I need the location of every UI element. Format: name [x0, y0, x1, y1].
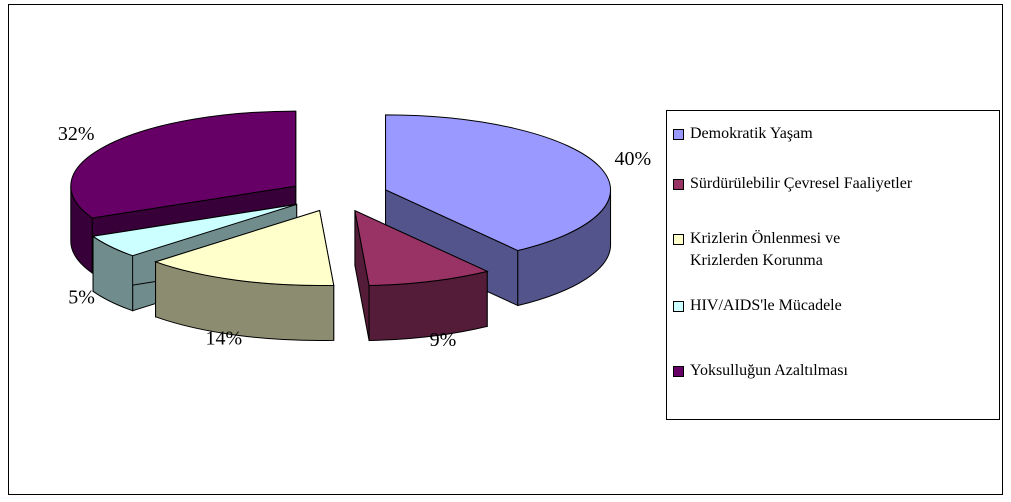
legend-swatch	[673, 366, 684, 377]
data-label: 14%	[206, 328, 243, 350]
slice	[354, 209, 489, 342]
data-label: 5%	[68, 287, 95, 309]
data-label: 9%	[430, 329, 457, 351]
slice-top	[70, 110, 297, 219]
slice-top	[354, 209, 489, 287]
data-label: 32%	[58, 123, 95, 145]
legend-swatch	[673, 179, 684, 190]
slice-top	[91, 203, 297, 257]
legend-label: Demokratik Yaşam	[690, 125, 813, 142]
data-label: 40%	[614, 148, 651, 170]
chart-frame	[8, 4, 1003, 495]
legend-label: HIV/AIDS'le Mücadele	[690, 297, 842, 314]
slice-top	[153, 209, 335, 286]
legend-swatch	[673, 129, 684, 140]
legend-entry: Yoksulluğun Azaltılması	[673, 360, 848, 382]
slice	[153, 209, 335, 341]
slice-top	[385, 114, 612, 252]
legend: Demokratik Yaşam Sürdürülebilir Çevresel …	[666, 110, 1000, 420]
legend-label: Krizlerin Önlenmesi ve Krizlerden Korunm…	[690, 230, 841, 269]
legend-entry: Sürdürülebilir Çevresel Faaliyetler	[673, 173, 912, 195]
legend-entry: Demokratik Yaşam	[673, 123, 813, 145]
legend-swatch	[673, 301, 684, 312]
legend-swatch	[673, 234, 684, 245]
legend-entry: HIV/AIDS'le Mücadele	[673, 295, 842, 317]
legend-label: Sürdürülebilir Çevresel Faaliyetler	[690, 175, 913, 192]
legend-label: Yoksulluğun Azaltılması	[690, 362, 848, 379]
legend-entry: Krizlerin Önlenmesi ve Krizlerden Korunm…	[673, 228, 840, 272]
